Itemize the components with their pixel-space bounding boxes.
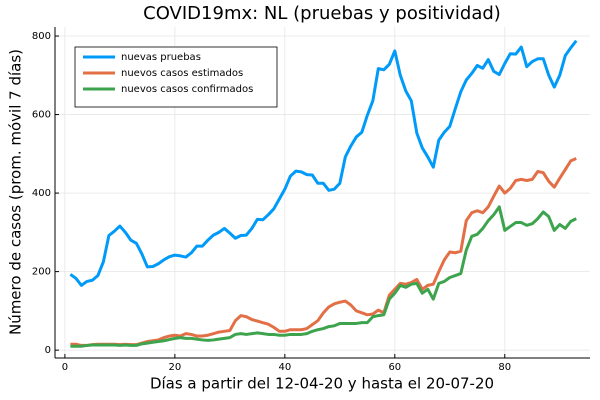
y-tick-label: 0 <box>45 345 51 356</box>
series-line <box>70 205 577 348</box>
chart-title: COVID19mx: NL (pruebas y positividad) <box>143 3 501 24</box>
series-line <box>70 157 577 347</box>
y-tick-label: 200 <box>32 267 51 278</box>
x-tick-label: 60 <box>388 362 401 373</box>
legend-label: nuevos casos confirmados <box>121 84 253 95</box>
x-tick-label: 80 <box>498 362 511 373</box>
legend-label: nuevos casos estimados <box>121 68 243 79</box>
x-axis-label: Días a partir del 12-04-20 y hasta el 20… <box>150 375 494 393</box>
y-tick-label: 800 <box>32 31 51 42</box>
series-line <box>69 39 578 287</box>
x-tick-label: 0 <box>62 362 68 373</box>
y-axis-label: Número de casos (prom. móvil 7 días) <box>7 49 25 335</box>
y-tick-label: 400 <box>32 188 51 199</box>
x-tick-label: 20 <box>168 362 181 373</box>
legend-label: nuevas pruebas <box>121 52 201 63</box>
x-tick-label: 40 <box>278 362 291 373</box>
y-tick-label: 600 <box>32 110 51 121</box>
